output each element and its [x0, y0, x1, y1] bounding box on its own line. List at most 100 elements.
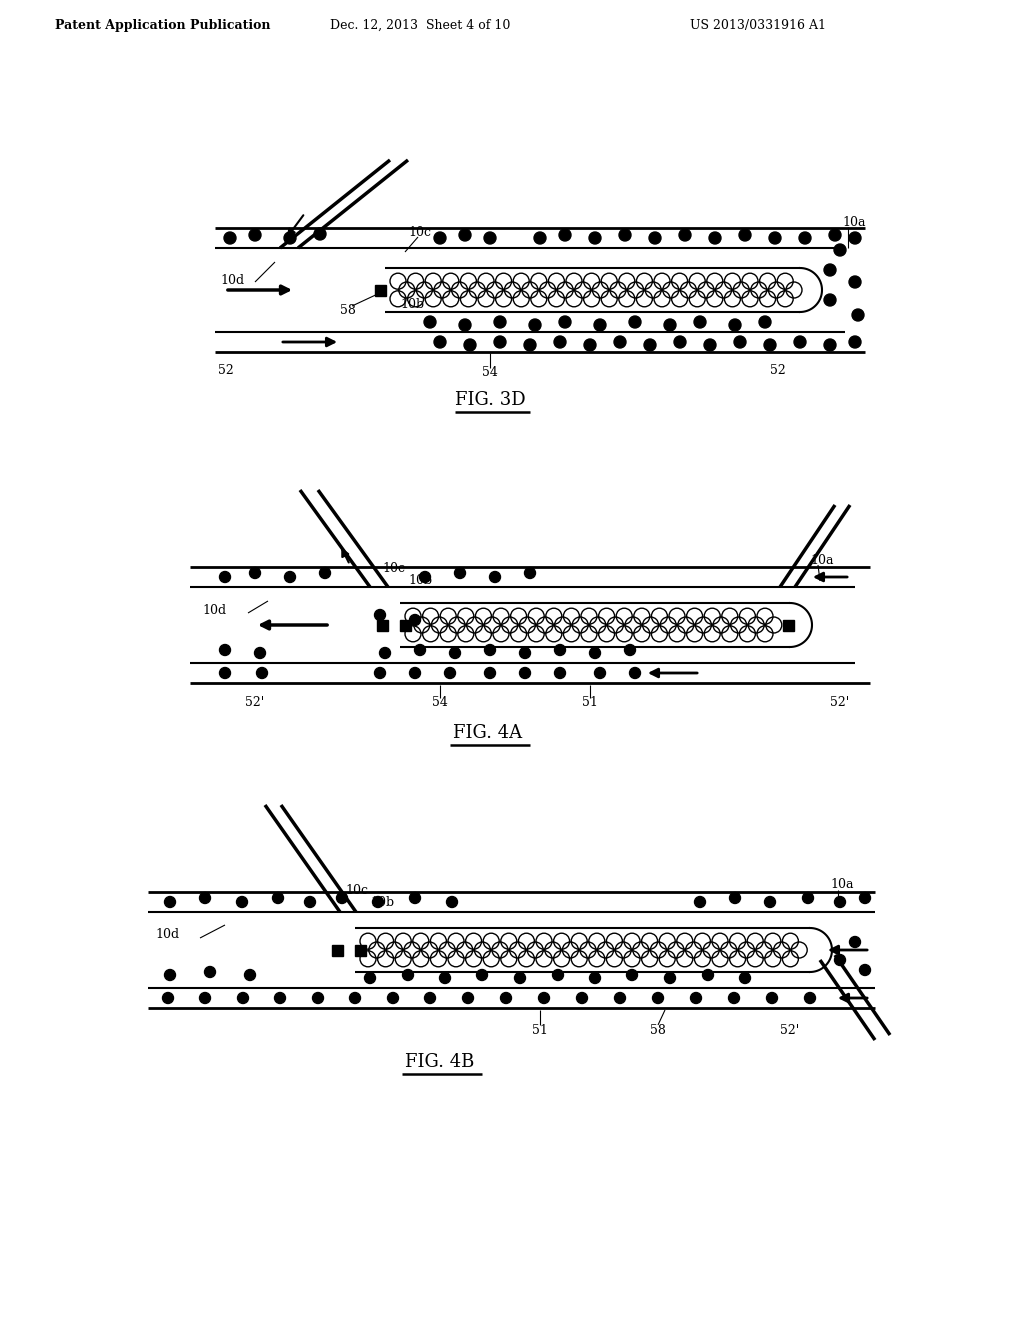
Circle shape: [284, 232, 296, 244]
Circle shape: [705, 339, 716, 351]
Text: US 2013/0331916 A1: US 2013/0331916 A1: [690, 18, 826, 32]
Circle shape: [484, 232, 496, 244]
Circle shape: [476, 969, 487, 981]
Text: 54: 54: [432, 697, 447, 710]
Circle shape: [734, 337, 746, 348]
Circle shape: [219, 668, 230, 678]
Text: 10d: 10d: [202, 605, 226, 618]
Circle shape: [625, 644, 636, 656]
Text: 54: 54: [482, 366, 498, 379]
Circle shape: [824, 264, 836, 276]
Text: FIG. 4B: FIG. 4B: [406, 1053, 475, 1071]
Circle shape: [694, 315, 706, 327]
Circle shape: [739, 973, 751, 983]
Circle shape: [285, 572, 296, 582]
Text: 10c: 10c: [345, 883, 368, 896]
Circle shape: [555, 644, 565, 656]
Circle shape: [219, 572, 230, 582]
Circle shape: [200, 892, 211, 903]
Circle shape: [255, 648, 265, 659]
Circle shape: [534, 232, 546, 244]
Text: 52: 52: [218, 363, 233, 376]
Circle shape: [694, 896, 706, 908]
Circle shape: [553, 969, 563, 981]
Circle shape: [494, 337, 506, 348]
Text: 10b: 10b: [408, 574, 432, 587]
Text: 10c: 10c: [408, 226, 431, 239]
Circle shape: [200, 993, 211, 1003]
Circle shape: [349, 993, 360, 1003]
Circle shape: [767, 993, 777, 1003]
Circle shape: [852, 309, 864, 321]
Circle shape: [859, 965, 870, 975]
Circle shape: [484, 668, 496, 678]
Text: 10b: 10b: [370, 895, 394, 908]
Text: 52: 52: [770, 363, 785, 376]
Circle shape: [494, 315, 506, 327]
Circle shape: [365, 973, 376, 983]
Bar: [377, 619, 387, 631]
Circle shape: [829, 228, 841, 242]
Circle shape: [627, 969, 638, 981]
Circle shape: [439, 973, 451, 983]
Text: 10d: 10d: [155, 928, 179, 941]
Text: 10b: 10b: [400, 298, 424, 312]
Circle shape: [577, 993, 588, 1003]
Text: 58: 58: [650, 1023, 666, 1036]
Circle shape: [337, 892, 347, 903]
Circle shape: [805, 993, 815, 1003]
Circle shape: [690, 993, 701, 1003]
Text: 51: 51: [582, 697, 598, 710]
Circle shape: [584, 339, 596, 351]
Circle shape: [415, 644, 426, 656]
Circle shape: [219, 644, 230, 656]
Circle shape: [559, 315, 571, 327]
Circle shape: [652, 993, 664, 1003]
Circle shape: [765, 896, 775, 908]
Circle shape: [375, 610, 385, 620]
Circle shape: [319, 568, 331, 578]
Circle shape: [849, 276, 861, 288]
Circle shape: [250, 568, 260, 578]
Circle shape: [238, 993, 249, 1003]
Bar: [375, 285, 385, 296]
Circle shape: [799, 232, 811, 244]
Circle shape: [375, 668, 385, 678]
Circle shape: [524, 339, 536, 351]
Text: 51: 51: [532, 1023, 548, 1036]
Text: FIG. 4A: FIG. 4A: [454, 723, 522, 742]
Circle shape: [702, 969, 714, 981]
Circle shape: [539, 993, 550, 1003]
Circle shape: [589, 232, 601, 244]
Text: 52': 52': [830, 697, 850, 710]
Circle shape: [850, 936, 860, 948]
Circle shape: [163, 993, 173, 1003]
Circle shape: [464, 339, 476, 351]
Circle shape: [739, 228, 751, 242]
Circle shape: [824, 339, 836, 351]
Text: 10c: 10c: [382, 562, 406, 576]
Circle shape: [664, 319, 676, 331]
Circle shape: [519, 648, 530, 659]
Circle shape: [434, 232, 446, 244]
Bar: [782, 619, 794, 631]
Circle shape: [554, 337, 566, 348]
Circle shape: [794, 337, 806, 348]
Bar: [399, 619, 411, 631]
Circle shape: [859, 892, 870, 903]
Circle shape: [594, 319, 606, 331]
Circle shape: [304, 896, 315, 908]
Circle shape: [272, 892, 284, 903]
Text: 10a: 10a: [830, 879, 853, 891]
Circle shape: [434, 337, 446, 348]
Circle shape: [450, 648, 461, 659]
Text: 10a: 10a: [810, 553, 834, 566]
Circle shape: [618, 228, 631, 242]
Circle shape: [484, 644, 496, 656]
Circle shape: [595, 668, 605, 678]
Circle shape: [420, 572, 430, 582]
Circle shape: [237, 896, 248, 908]
Circle shape: [314, 228, 326, 240]
Circle shape: [274, 993, 286, 1003]
Circle shape: [629, 315, 641, 327]
